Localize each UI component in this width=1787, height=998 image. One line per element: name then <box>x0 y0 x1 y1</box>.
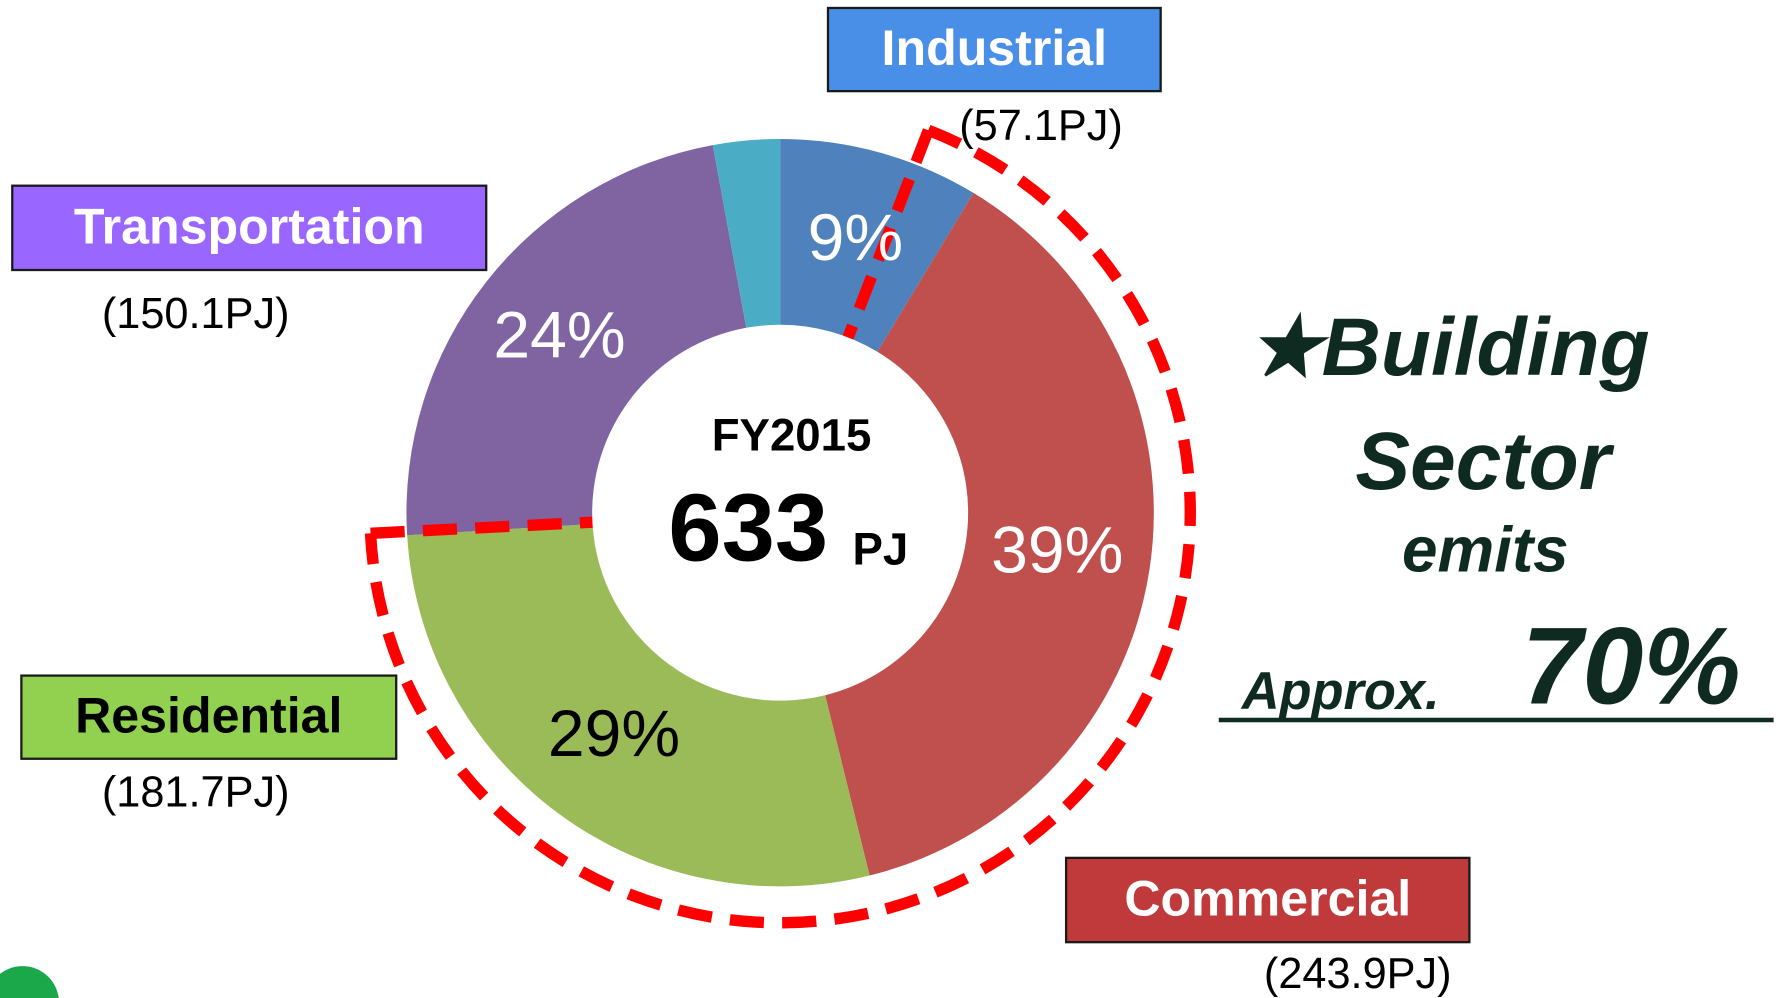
legend-label: Transportation <box>74 198 425 254</box>
legend-label: Residential <box>75 688 342 744</box>
dashed-arc <box>364 124 1196 929</box>
center-title: FY2015 <box>712 410 872 461</box>
building-sector-outline <box>364 124 1196 929</box>
dashed-line <box>842 128 934 340</box>
center-unit: PJ <box>853 524 909 575</box>
slice-label: 29% <box>548 697 680 771</box>
annotation: Sector <box>1355 416 1614 507</box>
annotation: ★Building <box>1248 302 1650 393</box>
slice-label: 24% <box>493 298 625 372</box>
slice <box>825 192 1154 876</box>
legend-label: Commercial <box>1124 871 1411 927</box>
legend-box <box>1064 856 1471 944</box>
slice <box>712 138 781 328</box>
annotation: 70% <box>1522 605 1741 727</box>
amount-label: (243.9PJ) <box>1264 950 1452 998</box>
slice <box>780 138 974 352</box>
slice <box>407 524 870 887</box>
slice <box>406 145 747 536</box>
annotation: emits <box>1402 514 1569 586</box>
annotation: Approx. <box>1240 663 1440 721</box>
logo-fragment <box>0 966 59 998</box>
slice-label: 9% <box>808 201 903 275</box>
amount-label: (181.7PJ) <box>102 769 290 817</box>
donut <box>406 138 1154 887</box>
legend-label: Industrial <box>882 20 1108 76</box>
legend-box <box>20 674 398 760</box>
slice-label: 39% <box>991 513 1123 587</box>
dashed-line <box>370 516 593 540</box>
legend-box <box>826 6 1162 93</box>
amount-label: (57.1PJ) <box>959 102 1123 150</box>
legend-box <box>11 184 488 272</box>
center-total: 633 <box>668 475 828 582</box>
amount-label: (150.1PJ) <box>102 290 290 338</box>
